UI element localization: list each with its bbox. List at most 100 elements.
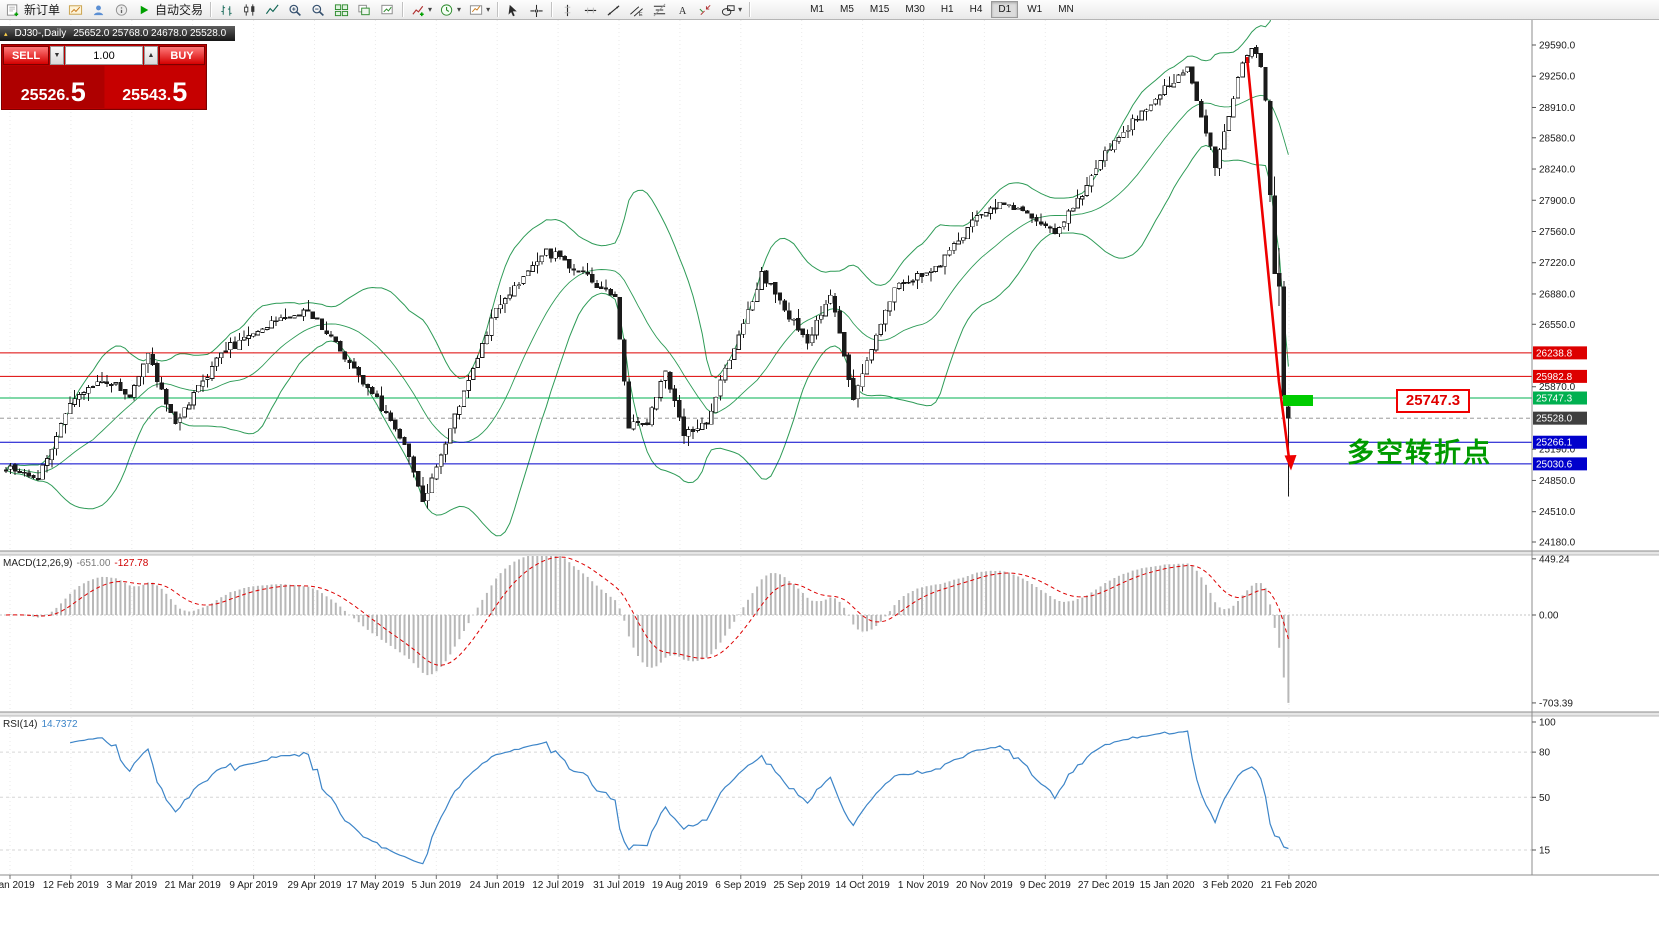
track-chart-button[interactable] (377, 1, 398, 19)
price-chart-svg: 29590.0 29250.0 28910.0 28580.0 28240.0 27900… (0, 20, 1659, 891)
indicators-list-icon (412, 5, 424, 16)
svg-text:19 Aug 2019: 19 Aug 2019 (652, 880, 709, 891)
data-window-icon (115, 3, 128, 16)
macd-signal-value: -127.78 (114, 558, 149, 569)
timeframe-d1[interactable]: D1 (991, 1, 1019, 18)
svg-text:27560.0: 27560.0 (1539, 227, 1576, 238)
svg-text:80: 80 (1539, 748, 1551, 759)
chart-area: 29590.0 29250.0 28910.0 28580.0 28240.0 27900… (0, 20, 1659, 946)
svg-text:24 Jun 2019: 24 Jun 2019 (470, 880, 525, 891)
fibonacci-retracement-button[interactable] (649, 1, 670, 19)
shapes-tool-icon (722, 4, 735, 16)
svg-text:31 Jul 2019: 31 Jul 2019 (593, 880, 645, 891)
svg-text:25870.0: 25870.0 (1539, 382, 1576, 393)
svg-text:E: E (639, 12, 643, 17)
svg-text:-703.39: -703.39 (1539, 698, 1573, 709)
svg-text:28910.0: 28910.0 (1539, 103, 1576, 114)
auto-trading-icon (140, 5, 149, 14)
rsi-name: RSI(14) (3, 719, 38, 730)
crosshair-button[interactable] (526, 1, 547, 19)
chevron-down-icon: ▾ (428, 5, 433, 14)
trendline-button[interactable] (603, 1, 624, 19)
text-tool-icon: A (679, 6, 687, 17)
svg-text:29 Apr 2019: 29 Apr 2019 (288, 880, 342, 891)
buy-button[interactable]: BUY (159, 46, 205, 65)
toolbar-separator (402, 2, 405, 17)
cursor-button[interactable] (503, 1, 524, 19)
volume-decrease-button[interactable]: ▼ (50, 46, 64, 65)
shapes-tool-button[interactable]: ▾ (718, 1, 745, 19)
macd-name: MACD(12,26,9) (3, 558, 73, 569)
price-big-digit: 5 (70, 77, 86, 108)
horizontal-line-button[interactable] (580, 1, 601, 19)
svg-text:25 Sep 2019: 25 Sep 2019 (773, 880, 830, 891)
zoom-in-button[interactable] (285, 1, 306, 19)
new-order-button[interactable]: 新订单 (3, 1, 63, 19)
turning-point-note: 多空转折点 (1347, 438, 1492, 468)
timeframe-m5[interactable]: M5 (840, 4, 854, 15)
cursor-icon (508, 4, 517, 16)
price-main-digits: 25543. (122, 87, 172, 104)
svg-text:27900.0: 27900.0 (1539, 196, 1576, 207)
timeframe-m1[interactable]: M1 (810, 4, 824, 15)
timeframe-h4[interactable]: H4 (969, 4, 983, 15)
profiles-button[interactable] (88, 1, 109, 19)
chart-tab[interactable]: ▴ DJ30-,Daily 25652.0 25768.0 24678.0 25… (0, 26, 236, 41)
auto-trading-button[interactable]: 自动交易 (134, 1, 206, 19)
timeframe-mn[interactable]: MN (1058, 4, 1074, 15)
arrow-tool-button[interactable] (695, 1, 716, 19)
profiles-icon (93, 5, 104, 15)
charts-button[interactable] (65, 1, 86, 19)
text-tool-button[interactable]: A (672, 1, 693, 19)
svg-text:3 Mar 2019: 3 Mar 2019 (107, 880, 158, 891)
fibonacci-retracement-icon (653, 3, 666, 16)
svg-text:449.24: 449.24 (1539, 554, 1570, 565)
equidistant-channel-button[interactable]: E (626, 1, 647, 19)
svg-text:5 Jun 2019: 5 Jun 2019 (412, 880, 462, 891)
svg-text:12 Jul 2019: 12 Jul 2019 (532, 880, 584, 891)
vertical-line-icon (564, 4, 571, 16)
candlestick-mode-icon (244, 3, 255, 16)
svg-text:25190.0: 25190.0 (1539, 445, 1576, 456)
svg-text:27 Dec 2019: 27 Dec 2019 (1078, 880, 1135, 891)
sell-button[interactable]: SELL (3, 46, 49, 65)
periods-button[interactable]: ▾ (437, 1, 464, 19)
volume-input[interactable] (65, 46, 143, 65)
track-chart-icon (381, 4, 393, 14)
svg-text:12 Feb 2019: 12 Feb 2019 (43, 880, 100, 891)
bar-chart-mode-icon (221, 4, 232, 16)
timeframe-m15[interactable]: M15 (869, 4, 890, 15)
svg-text:24850.0: 24850.0 (1539, 476, 1576, 487)
toolbar-separator (551, 2, 554, 17)
candlestick-mode-button[interactable] (239, 1, 260, 19)
tile-windows-button[interactable] (331, 1, 352, 19)
line-chart-mode-icon (265, 3, 279, 14)
svg-text:21 Feb 2020: 21 Feb 2020 (1261, 880, 1318, 891)
periods-icon (440, 3, 453, 16)
volume-increase-button[interactable]: ▲ (144, 46, 158, 65)
trade-controls-row: SELL ▼ ▲ BUY (3, 46, 205, 65)
line-chart-mode-button[interactable] (262, 1, 283, 19)
price-annotation-label[interactable]: 25747.3 (1396, 389, 1470, 413)
templates-button[interactable]: ▾ (466, 1, 493, 19)
crosshair-icon (530, 4, 543, 17)
svg-text:6 Sep 2019: 6 Sep 2019 (715, 880, 767, 891)
arrow-tool-icon (699, 4, 711, 15)
toolbar-separator (749, 2, 752, 17)
timeframe-w1[interactable]: W1 (1027, 4, 1043, 15)
svg-text:15 Jan 2020: 15 Jan 2020 (1140, 880, 1195, 891)
sell-price[interactable]: 25526. 5 (3, 66, 104, 108)
data-window-button[interactable] (111, 1, 132, 19)
indicators-list-button[interactable]: ▾ (408, 1, 435, 19)
vertical-line-button[interactable] (557, 1, 578, 19)
buy-price[interactable]: 25543. 5 (104, 66, 205, 108)
zoom-out-button[interactable] (308, 1, 329, 19)
timeframe-m30[interactable]: M30 (905, 4, 925, 15)
cascade-windows-button[interactable] (354, 1, 375, 19)
timeframe-h1[interactable]: H1 (940, 4, 954, 15)
bar-chart-mode-button[interactable] (216, 1, 237, 19)
tile-windows-icon (334, 3, 349, 16)
svg-text:25528.0: 25528.0 (1536, 414, 1573, 425)
svg-text:26880.0: 26880.0 (1539, 289, 1576, 300)
svg-text:28240.0: 28240.0 (1539, 165, 1576, 176)
